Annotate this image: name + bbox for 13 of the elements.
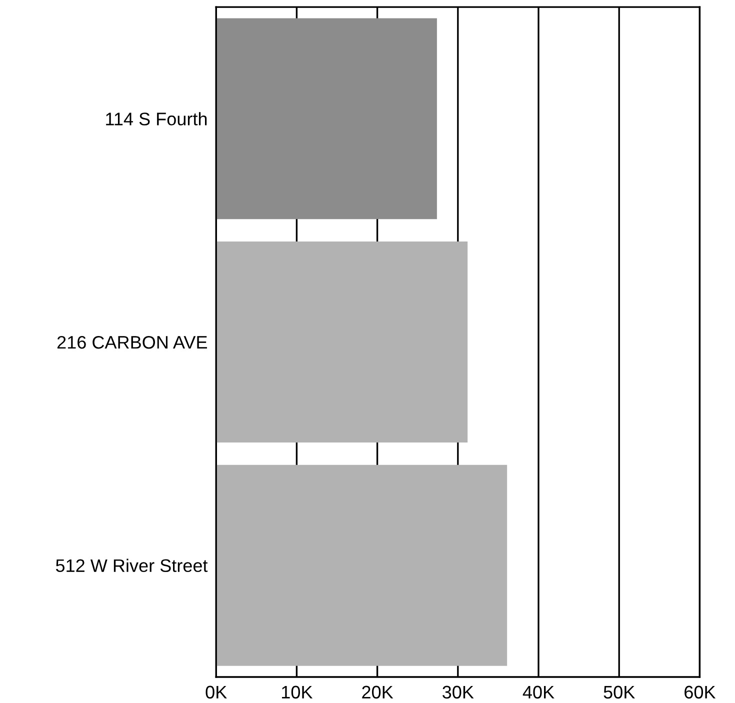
- x-tick-label: 20K: [362, 686, 394, 699]
- x-tick-label: 40K: [522, 686, 554, 699]
- x-tick-label: 30K: [442, 686, 474, 699]
- bar: [216, 464, 508, 666]
- y-tick-label: 512 W River Street: [56, 558, 208, 572]
- y-tick-label: 216 CARBON AVE: [57, 336, 207, 349]
- x-tick-label: 10K: [282, 686, 313, 699]
- bar: [216, 18, 437, 220]
- x-tick-label: 0K: [206, 686, 227, 699]
- bar: [216, 242, 468, 443]
- x-tick-label: 50K: [604, 686, 635, 699]
- y-tick-label: 114 S Fourth: [106, 112, 207, 126]
- x-tick-label: 60K: [684, 686, 716, 699]
